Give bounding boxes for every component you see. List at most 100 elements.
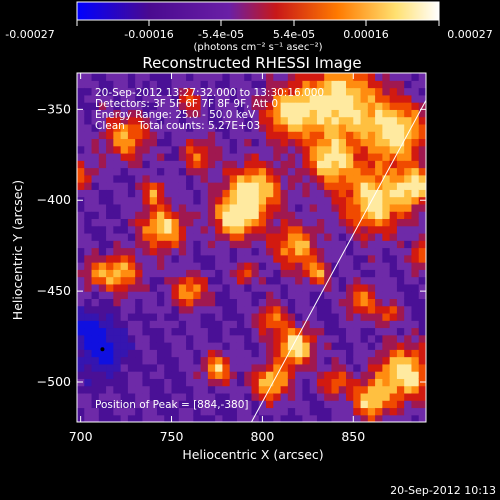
heatmap-cell bbox=[127, 167, 136, 176]
heatmap-cell bbox=[127, 225, 136, 234]
heatmap-cell bbox=[178, 305, 187, 314]
heatmap-cell bbox=[331, 356, 340, 365]
heatmap-cell bbox=[244, 356, 253, 365]
heatmap-cell bbox=[113, 327, 122, 336]
heatmap-cell bbox=[171, 414, 180, 422]
heatmap-cell bbox=[171, 182, 180, 190]
heatmap-cell bbox=[396, 123, 405, 132]
heatmap-cell bbox=[338, 102, 347, 110]
heatmap-cell bbox=[338, 414, 347, 422]
heatmap-cell bbox=[396, 385, 405, 394]
heatmap-cell bbox=[273, 407, 282, 416]
heatmap-cell bbox=[280, 400, 289, 409]
heatmap-cell bbox=[411, 320, 420, 329]
heatmap-cell bbox=[309, 211, 318, 220]
heatmap-cell bbox=[338, 109, 347, 118]
heatmap-cell bbox=[353, 218, 362, 227]
heatmap-cell bbox=[84, 327, 93, 336]
heatmap-cell bbox=[149, 87, 158, 96]
heatmap-cell bbox=[324, 138, 333, 147]
heatmap-cell bbox=[316, 102, 325, 110]
heatmap-cell bbox=[236, 182, 245, 190]
heatmap-cell bbox=[316, 378, 325, 387]
heatmap-cell bbox=[360, 276, 369, 285]
heatmap-cell bbox=[142, 232, 151, 241]
y-axis-label: Heliocentric Y (arcsec) bbox=[10, 180, 25, 320]
heatmap-cell bbox=[244, 276, 253, 285]
heatmap-cell bbox=[77, 371, 85, 379]
heatmap-cell bbox=[142, 378, 151, 387]
heatmap-cell bbox=[229, 378, 238, 387]
heatmap-cell bbox=[142, 211, 151, 220]
heatmap-cell bbox=[324, 247, 333, 256]
heatmap-cell bbox=[77, 247, 85, 256]
heatmap-cell bbox=[360, 232, 369, 241]
heatmap-cell bbox=[142, 189, 151, 198]
heatmap-cell bbox=[186, 291, 194, 299]
heatmap-cell bbox=[375, 131, 383, 140]
heatmap-cell bbox=[331, 298, 340, 307]
heatmap-cell bbox=[229, 312, 238, 321]
heatmap-cell bbox=[135, 356, 144, 365]
heatmap-cell bbox=[295, 225, 303, 234]
heatmap-cell bbox=[396, 109, 405, 118]
heatmap-cell bbox=[382, 305, 391, 314]
heatmap-cell bbox=[266, 94, 274, 103]
heatmap-cell bbox=[287, 160, 296, 169]
heatmap-cell bbox=[338, 363, 347, 372]
heatmap-cell bbox=[382, 145, 391, 154]
heatmap-cell bbox=[316, 94, 325, 103]
heatmap-cell bbox=[113, 320, 122, 329]
heatmap-cell bbox=[251, 342, 260, 350]
heatmap-cell bbox=[200, 109, 209, 118]
heatmap-cell bbox=[331, 73, 340, 81]
heatmap-cell bbox=[215, 94, 224, 103]
heatmap-cell bbox=[287, 247, 296, 256]
heatmap-cell bbox=[113, 262, 122, 270]
heatmap-cell bbox=[302, 218, 311, 227]
heatmap-cell bbox=[251, 80, 260, 89]
heatmap-cell bbox=[171, 167, 180, 176]
heatmap-cell bbox=[142, 131, 151, 140]
heatmap-cell bbox=[338, 94, 347, 103]
heatmap-cell bbox=[156, 392, 165, 401]
heatmap-cell bbox=[295, 392, 303, 401]
heatmap-cell bbox=[236, 102, 245, 110]
heatmap-cell bbox=[360, 80, 369, 89]
heatmap-cell bbox=[316, 276, 325, 285]
heatmap-cell bbox=[302, 87, 311, 96]
heatmap-cell bbox=[156, 87, 165, 96]
heatmap-cell bbox=[251, 327, 260, 336]
heatmap-cell bbox=[222, 371, 231, 379]
heatmap-cell bbox=[295, 320, 303, 329]
heatmap-cell bbox=[135, 182, 144, 190]
heatmap-cell bbox=[353, 342, 362, 350]
heatmap-cell bbox=[338, 349, 347, 358]
heatmap-cell bbox=[186, 385, 194, 394]
heatmap-cell bbox=[375, 414, 383, 422]
heatmap-cell bbox=[280, 254, 289, 263]
heatmap-cell bbox=[273, 73, 282, 81]
heatmap-cell bbox=[98, 94, 107, 103]
heatmap-cell bbox=[302, 334, 311, 343]
heatmap-cell bbox=[236, 174, 245, 183]
heatmap-cell bbox=[229, 276, 238, 285]
heatmap-cell bbox=[229, 87, 238, 96]
heatmap-cell bbox=[266, 102, 274, 110]
heatmap-cell bbox=[91, 283, 100, 292]
heatmap-cell bbox=[287, 152, 296, 161]
heatmap-cell bbox=[156, 131, 165, 140]
heatmap-cell bbox=[149, 363, 158, 372]
heatmap-cell bbox=[222, 109, 231, 118]
heatmap-cell bbox=[411, 254, 420, 263]
heatmap-cell bbox=[222, 94, 231, 103]
heatmap-cell bbox=[411, 334, 420, 343]
heatmap-cell bbox=[193, 123, 202, 132]
heatmap-cell bbox=[120, 116, 129, 125]
heatmap-cell bbox=[84, 414, 93, 422]
heatmap-cell bbox=[295, 283, 303, 292]
heatmap-cell bbox=[389, 211, 398, 220]
heatmap-cell bbox=[222, 407, 231, 416]
heatmap-cell bbox=[84, 262, 93, 270]
heatmap-cell bbox=[389, 371, 398, 379]
